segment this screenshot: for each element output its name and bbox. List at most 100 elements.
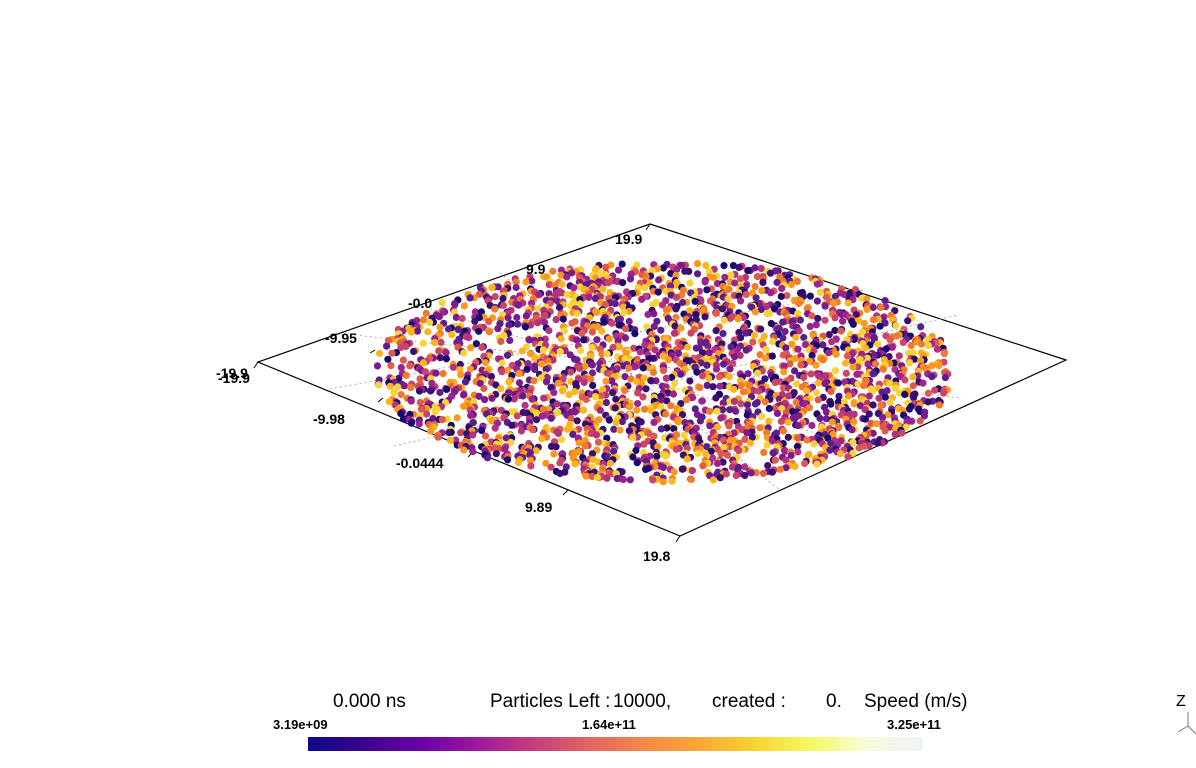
particle <box>435 313 443 321</box>
particle <box>417 405 425 413</box>
particle <box>662 452 670 460</box>
particle <box>699 462 707 470</box>
particle <box>928 362 936 370</box>
particle <box>424 328 432 336</box>
particle <box>566 351 574 359</box>
particle <box>797 361 805 369</box>
particle <box>512 278 520 286</box>
particle <box>761 354 770 362</box>
particle <box>587 352 595 360</box>
particle <box>614 266 623 274</box>
particle <box>821 302 829 310</box>
x-axis-line <box>1177 725 1189 733</box>
particle <box>747 469 755 477</box>
particle <box>519 392 527 400</box>
particle <box>513 412 521 420</box>
particle <box>682 396 691 404</box>
particle <box>563 425 572 433</box>
particle <box>831 314 839 322</box>
particle <box>805 404 814 412</box>
tick-mark <box>562 489 569 496</box>
particle <box>884 411 892 419</box>
particle <box>621 334 630 342</box>
particle <box>806 292 815 300</box>
particle <box>657 425 665 433</box>
particle <box>415 420 423 428</box>
particle <box>606 459 615 467</box>
particle <box>471 317 479 325</box>
particle <box>461 378 470 386</box>
particle <box>827 387 835 395</box>
particle <box>458 314 466 323</box>
particle <box>558 280 566 288</box>
particle <box>633 459 641 467</box>
particle <box>768 437 776 445</box>
particle <box>720 360 728 368</box>
particle <box>761 398 769 406</box>
particle <box>686 279 694 287</box>
particle <box>899 338 907 347</box>
particle <box>565 391 573 399</box>
particle <box>743 429 751 437</box>
particle <box>649 368 658 376</box>
particle <box>787 451 795 460</box>
particle <box>905 405 914 413</box>
particle <box>702 261 710 270</box>
particle <box>649 301 657 309</box>
particle <box>588 369 597 377</box>
particle <box>716 474 724 482</box>
particle <box>510 395 518 403</box>
particle <box>573 417 581 425</box>
particle <box>763 441 771 449</box>
particle <box>713 459 722 467</box>
particle <box>581 442 589 450</box>
particle <box>647 407 655 415</box>
particle <box>795 327 803 335</box>
particle <box>568 269 576 277</box>
particle <box>491 305 499 313</box>
particle <box>713 423 722 431</box>
particle <box>399 356 407 364</box>
particle <box>402 371 410 379</box>
particle <box>438 299 446 307</box>
particle <box>654 443 662 451</box>
particle <box>397 343 405 352</box>
particle <box>842 359 850 367</box>
particle <box>466 294 474 302</box>
particle <box>796 316 805 324</box>
particle <box>779 334 787 342</box>
tick-label-left-corner-b: -19.9 <box>218 370 250 386</box>
particle <box>819 356 827 364</box>
particle <box>659 352 667 360</box>
particle <box>754 369 762 377</box>
particle <box>611 300 619 308</box>
particle <box>537 360 546 368</box>
particle <box>460 302 468 310</box>
particle <box>563 273 571 281</box>
particle-cloud <box>373 260 952 486</box>
particle <box>727 343 735 351</box>
particle <box>757 305 765 314</box>
particle <box>442 349 450 357</box>
particle <box>670 425 678 433</box>
particle <box>886 336 894 344</box>
particle <box>709 476 717 484</box>
particle <box>874 439 882 447</box>
particle <box>869 303 877 312</box>
particle <box>647 377 655 385</box>
particle <box>505 321 513 329</box>
particle <box>780 368 788 376</box>
particle <box>532 409 541 417</box>
particle <box>680 431 688 439</box>
particle <box>875 394 883 402</box>
particle <box>585 293 593 301</box>
particle <box>756 351 764 359</box>
particle <box>779 318 787 326</box>
particle <box>670 468 678 476</box>
particle <box>437 338 445 346</box>
particle <box>940 350 948 358</box>
particle <box>598 350 606 358</box>
particle <box>651 346 659 354</box>
particle <box>713 407 721 415</box>
